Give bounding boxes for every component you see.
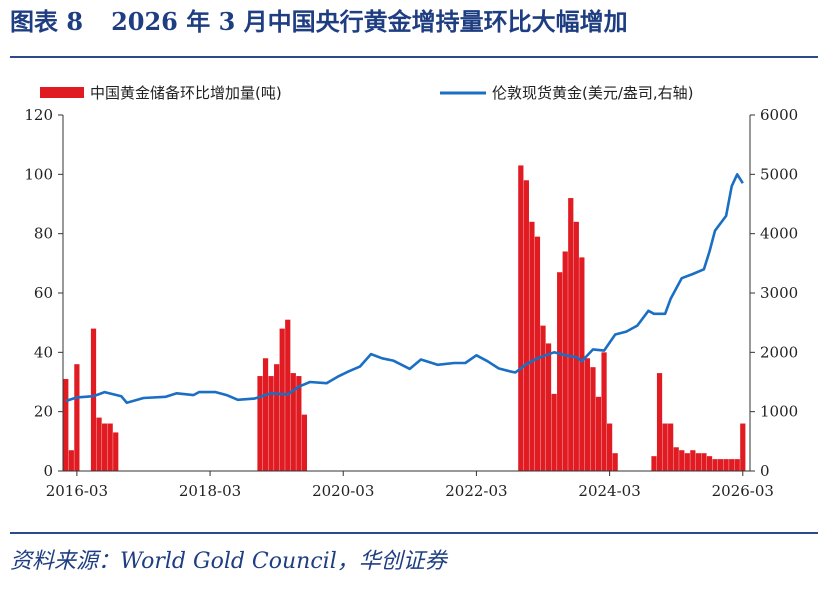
bar-2024-12 <box>656 373 663 471</box>
left-tick-label: 120 <box>24 106 53 124</box>
bottom-divider <box>10 532 818 534</box>
bar-2025-11 <box>717 459 724 471</box>
bar-2023-06 <box>557 272 563 471</box>
bar-2026-01 <box>729 459 735 471</box>
x-tick-label: 2016-03 <box>46 482 108 500</box>
bar-2023-11 <box>584 358 591 471</box>
right-tick-label: 5000 <box>760 165 798 183</box>
bar-2023-09 <box>573 221 579 471</box>
bar-2023-01 <box>529 221 535 471</box>
bar-2024-02 <box>601 352 607 471</box>
bar-2019-08 <box>301 414 308 471</box>
figure-label: 图表 8 <box>10 7 84 36</box>
bar-2022-11 <box>518 165 524 471</box>
right-tick-label: 4000 <box>760 225 798 243</box>
bar-2019-07 <box>296 376 302 471</box>
bar-2025-05 <box>684 453 690 471</box>
bar-2025-07 <box>695 453 701 471</box>
right-tick-label: 6000 <box>760 106 798 124</box>
bar-2025-12 <box>723 459 729 471</box>
bar-2023-05 <box>551 393 557 471</box>
bar-2025-01 <box>662 423 668 471</box>
bar-2016-09 <box>107 423 113 471</box>
right-tick-label: 0 <box>760 462 770 480</box>
bar-2023-10 <box>579 257 585 471</box>
chart-axes: 0 20 40 60 80 100 120 0 1000 2000 3000 4000 5000 6000… <box>24 106 798 500</box>
left-tick-label: 40 <box>34 343 53 361</box>
left-tick-label: 100 <box>24 165 53 183</box>
bar-2023-12 <box>590 367 596 471</box>
bar-2025-03 <box>673 447 679 471</box>
bar-2025-10 <box>712 459 718 471</box>
right-tick-label: 2000 <box>760 343 798 361</box>
x-tick-label: 2026-03 <box>712 482 774 500</box>
bar-2019-01 <box>262 358 269 471</box>
chart-legend: 中国黄金储备环比增加量(吨) 伦敦现货黄金(美元/盎司,右轴) <box>40 84 694 102</box>
bar-2024-01 <box>595 396 602 471</box>
bar-2019-03 <box>274 364 280 471</box>
bar-2024-11 <box>651 456 657 471</box>
legend-bar-swatch <box>40 87 84 98</box>
x-tick-label: 2022-03 <box>445 482 507 500</box>
left-tick-label: 60 <box>34 284 53 302</box>
source-note: 资料来源：World Gold Council，华创证券 <box>10 549 447 574</box>
bar-2026-03 <box>740 423 746 471</box>
bar-2023-08 <box>568 198 574 471</box>
legend-bar-label: 中国黄金储备环比增加量(吨) <box>90 84 282 102</box>
right-tick-label: 3000 <box>760 284 798 302</box>
bar-series <box>63 165 746 471</box>
bar-2024-03 <box>607 423 613 471</box>
left-tick-label: 80 <box>34 225 53 243</box>
x-tick-label: 2024-03 <box>578 482 640 500</box>
x-tick-label: 2020-03 <box>312 482 374 500</box>
bar-2025-02 <box>668 423 674 471</box>
bar-2019-04 <box>279 328 285 471</box>
bar-2026-02 <box>734 459 740 471</box>
bar-2016-10 <box>113 432 119 471</box>
bar-2025-09 <box>706 456 713 471</box>
bar-2016-03 <box>74 364 80 471</box>
right-tick-label: 1000 <box>760 403 798 421</box>
left-tick-label: 20 <box>34 403 53 421</box>
bar-2024-04 <box>612 453 618 471</box>
bar-2016-06 <box>90 328 97 471</box>
legend-line-label: 伦敦现货黄金(美元/盎司,右轴) <box>492 84 694 102</box>
bar-2016-02 <box>68 450 74 471</box>
x-tick-label: 2018-03 <box>179 482 241 500</box>
figure-title-text: 2026 年 3 月中国央行黄金增持量环比大幅增加 <box>111 7 628 36</box>
bar-2023-07 <box>562 251 568 471</box>
bar-2025-06 <box>690 450 696 471</box>
gold-price-line <box>65 173 744 405</box>
left-tick-label: 0 <box>43 462 53 480</box>
bar-2018-12 <box>257 376 263 471</box>
bar-2016-08 <box>102 423 108 471</box>
top-divider <box>10 56 818 58</box>
bar-2016-01 <box>63 379 69 471</box>
bar-2019-06 <box>290 373 296 471</box>
figure-title: 图表 8 2026 年 3 月中国央行黄金增持量环比大幅增加 <box>10 4 628 40</box>
bar-2023-03 <box>540 325 546 471</box>
bar-2019-02 <box>268 376 274 471</box>
bar-2023-02 <box>534 236 541 471</box>
bar-2022-12 <box>523 180 529 471</box>
bar-2025-08 <box>701 453 707 471</box>
bar-2025-04 <box>679 450 685 471</box>
bar-2016-07 <box>96 417 102 471</box>
bar-2023-04 <box>545 343 552 471</box>
